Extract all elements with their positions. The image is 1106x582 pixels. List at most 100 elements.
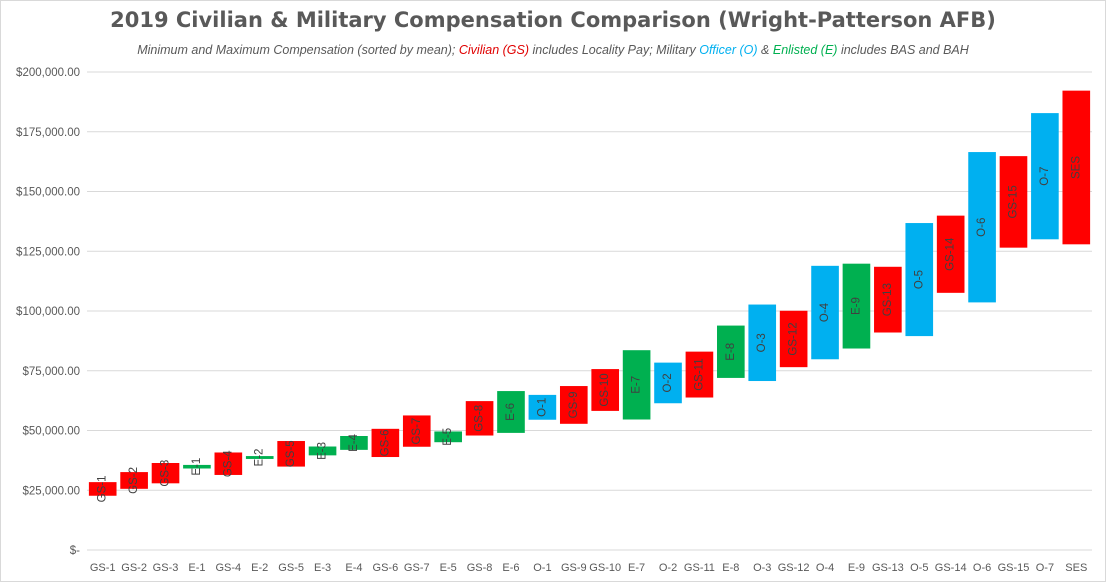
subtitle-civilian: Civilian (GS) — [458, 43, 530, 57]
y-tick-label: $100,000.00 — [16, 306, 80, 318]
x-tick-label: E-5 — [440, 562, 457, 574]
range-bar — [245, 456, 274, 459]
bar-label: GS-8 — [474, 405, 486, 432]
range-bar — [968, 152, 996, 303]
y-tick-label: $175,000.00 — [16, 127, 80, 139]
range-bar — [183, 464, 211, 469]
bar-label: O-5 — [913, 270, 925, 289]
x-tick-label: GS-1 — [90, 562, 116, 574]
subtitle-part-3: & — [757, 43, 773, 57]
range-bar — [842, 263, 871, 349]
y-tick-label: $50,000.00 — [22, 426, 80, 438]
x-tick-label: E-2 — [251, 562, 268, 574]
bar-label: E-4 — [348, 433, 360, 452]
bar-label: GS-13 — [882, 283, 894, 316]
x-tick-label: GS-13 — [872, 562, 904, 574]
bar-label: GS-11 — [693, 358, 705, 390]
range-bar — [277, 441, 305, 467]
range-bar — [905, 223, 934, 337]
x-tick-label: GS-11 — [684, 562, 715, 574]
range-bar — [308, 446, 337, 456]
y-tick-label: $25,000.00 — [22, 485, 80, 497]
bar-label: O-2 — [662, 373, 674, 392]
range-bar — [1031, 113, 1059, 240]
x-tick-label: E-3 — [314, 562, 331, 574]
bar-label: E-2 — [254, 449, 266, 467]
bar-label: GS-3 — [160, 460, 172, 487]
bar-label: GS-14 — [945, 237, 957, 271]
bars: GS-1 GS-2 GS-3 E-1 GS-4 E-2 GS-5 E-3 E-4 GS-6 GS-7… — [88, 90, 1091, 503]
chart-subtitle: Minimum and Maximum Compensation (sorted… — [0, 43, 1106, 57]
subtitle-part-1: Minimum and Maximum Compensation (sorted… — [137, 43, 459, 57]
x-tick-label: E-9 — [848, 562, 865, 574]
y-tick-label: $150,000.00 — [16, 187, 80, 199]
x-tick-label: E-6 — [502, 562, 519, 574]
x-tick-label: GS-3 — [153, 562, 179, 574]
bar-label: GS-1 — [97, 476, 109, 503]
y-tick-label: $125,000.00 — [16, 246, 80, 258]
x-tick-label: SES — [1065, 562, 1087, 574]
bar-label: GS-6 — [379, 430, 391, 457]
bar-label: GS-7 — [411, 418, 423, 445]
range-bar — [591, 369, 620, 411]
bar-label: E-1 — [191, 458, 203, 476]
bar-label: E-8 — [725, 343, 737, 361]
x-tick-label: GS-6 — [373, 562, 399, 574]
x-tick-label: GS-5 — [278, 562, 304, 574]
chart-title: 2019 Civilian & Military Compensation Co… — [110, 8, 996, 32]
range-bar — [402, 415, 431, 447]
range-bar — [748, 304, 777, 382]
subtitle-enlisted: Enlisted (E) — [772, 43, 838, 57]
range-bar — [559, 386, 588, 424]
bar-label: GS-10 — [599, 373, 611, 406]
x-tick-label: GS-2 — [121, 562, 147, 574]
range-bar — [779, 310, 808, 368]
bar-label: O-1 — [536, 398, 548, 417]
y-axis: $- $25,000.00 $50,000.00 $75,000.00 $100,000… — [16, 67, 80, 557]
bar-label: O-6 — [976, 218, 988, 237]
x-tick-label: E-1 — [188, 562, 205, 574]
x-tick-label: O-2 — [659, 562, 677, 574]
bar-label: O-3 — [756, 333, 768, 352]
bar-label: O-7 — [1039, 167, 1051, 186]
bar-label: E-9 — [850, 297, 862, 315]
subtitle-part-2: includes Locality Pay; Military — [529, 43, 700, 57]
x-tick-label: GS-10 — [589, 562, 621, 574]
range-bar — [685, 351, 714, 398]
range-bar — [371, 428, 400, 458]
y-tick-label: $75,000.00 — [22, 366, 80, 378]
bar-label: GS-2 — [128, 467, 140, 494]
bar-label: GS-9 — [568, 392, 580, 419]
bar-label: E-5 — [442, 428, 454, 446]
x-tick-label: GS-15 — [998, 562, 1030, 574]
bar-label: GS-15 — [1007, 185, 1019, 218]
x-axis: GS-1 GS-2 GS-3 E-1 GS-4 E-2 GS-5 E-3 E-4 GS-6 GS-7… — [90, 562, 1087, 574]
range-bar — [214, 452, 243, 475]
range-bar — [1062, 90, 1091, 245]
bar-label: E-7 — [631, 376, 643, 394]
bar-label: GS-12 — [788, 322, 800, 355]
subtitle-officer: Officer (O) — [699, 43, 758, 57]
x-tick-label: E-4 — [345, 562, 362, 574]
x-tick-label: O-6 — [973, 562, 991, 574]
range-bar — [465, 401, 494, 436]
x-tick-label: GS-12 — [778, 562, 810, 574]
x-tick-label: E-7 — [628, 562, 645, 574]
range-bar — [811, 265, 839, 360]
x-tick-label: GS-14 — [935, 562, 967, 574]
x-tick-label: E-8 — [722, 562, 739, 574]
range-bar — [717, 325, 745, 378]
range-bar — [340, 435, 368, 450]
range-bar — [151, 463, 180, 484]
bar-label: E-6 — [505, 403, 517, 421]
range-bar — [622, 350, 651, 420]
range-bar — [874, 266, 902, 333]
x-tick-label: O-7 — [1036, 562, 1054, 574]
range-bar — [999, 156, 1028, 248]
x-tick-label: GS-4 — [215, 562, 241, 574]
y-tick-label: $- — [70, 545, 80, 557]
x-tick-label: GS-7 — [404, 562, 430, 574]
x-tick-label: O-4 — [816, 562, 834, 574]
x-tick-label: GS-8 — [467, 562, 493, 574]
